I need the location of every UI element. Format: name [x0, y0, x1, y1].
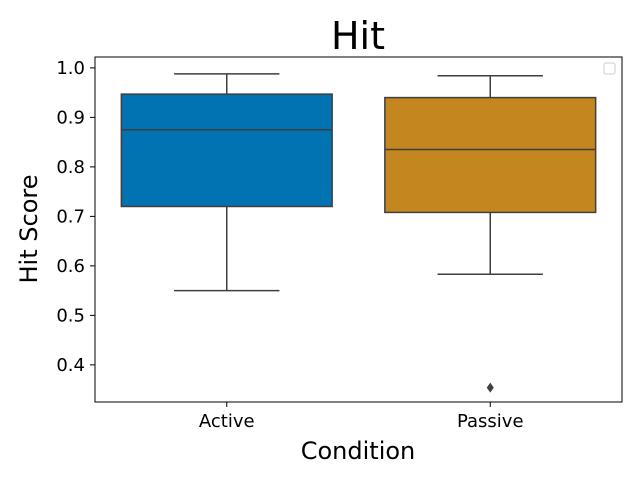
- x-axis-label: Condition: [301, 437, 416, 465]
- box-active: [120, 93, 333, 208]
- legend-box: [603, 62, 616, 75]
- y-axis-label: Hit Score: [15, 175, 43, 284]
- y-tick-label: 0.7: [56, 206, 85, 227]
- outlier-point: [486, 382, 494, 393]
- y-tick-label: 1.0: [56, 58, 85, 79]
- chart-title: Hit: [331, 14, 385, 58]
- x-tick-label: Passive: [457, 411, 524, 432]
- box-passive: [384, 96, 597, 214]
- y-tick-label: 0.4: [56, 355, 85, 376]
- y-tick-label: 0.6: [56, 256, 85, 277]
- y-tick-label: 0.8: [56, 157, 85, 178]
- plot-area: 0.4 0.5 0.6 0.7 0.8 0.9 1.0 Active Passive: [56, 58, 597, 432]
- x-tick-label: Active: [199, 411, 255, 432]
- y-tick-label: 0.5: [56, 305, 85, 326]
- plot-frame: [94, 56, 623, 403]
- y-tick-label: 0.9: [56, 107, 85, 128]
